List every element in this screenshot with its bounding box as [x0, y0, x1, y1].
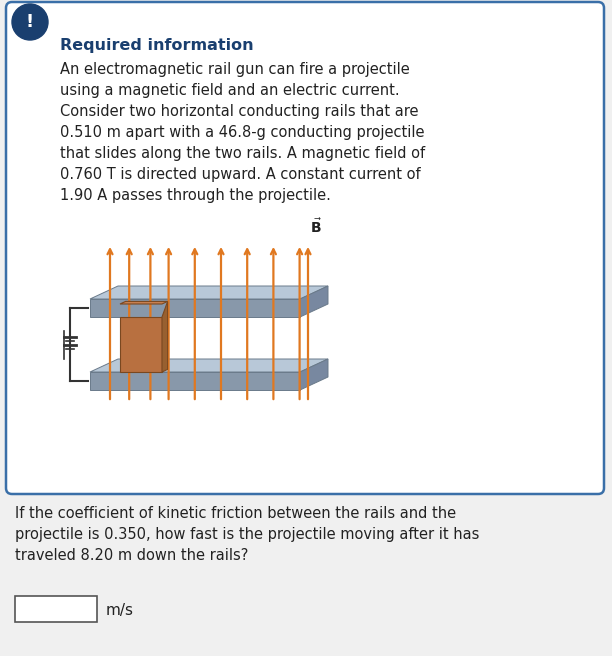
Text: $\vec{\mathbf{B}}$: $\vec{\mathbf{B}}$ [310, 217, 322, 236]
Polygon shape [300, 359, 328, 390]
Text: Required information: Required information [60, 38, 253, 53]
Polygon shape [90, 372, 300, 390]
Text: !: ! [26, 13, 34, 31]
Polygon shape [90, 299, 300, 317]
Polygon shape [120, 317, 162, 372]
Polygon shape [90, 286, 328, 299]
Polygon shape [90, 359, 328, 372]
Polygon shape [162, 301, 168, 372]
FancyBboxPatch shape [15, 596, 97, 622]
Text: An electromagnetic rail gun can fire a projectile
using a magnetic field and an : An electromagnetic rail gun can fire a p… [60, 62, 425, 203]
FancyBboxPatch shape [6, 2, 604, 494]
Text: If the coefficient of kinetic friction between the rails and the
projectile is 0: If the coefficient of kinetic friction b… [15, 506, 479, 563]
Text: m/s: m/s [106, 602, 134, 617]
Polygon shape [120, 301, 168, 304]
Polygon shape [300, 286, 328, 317]
Circle shape [12, 4, 48, 40]
